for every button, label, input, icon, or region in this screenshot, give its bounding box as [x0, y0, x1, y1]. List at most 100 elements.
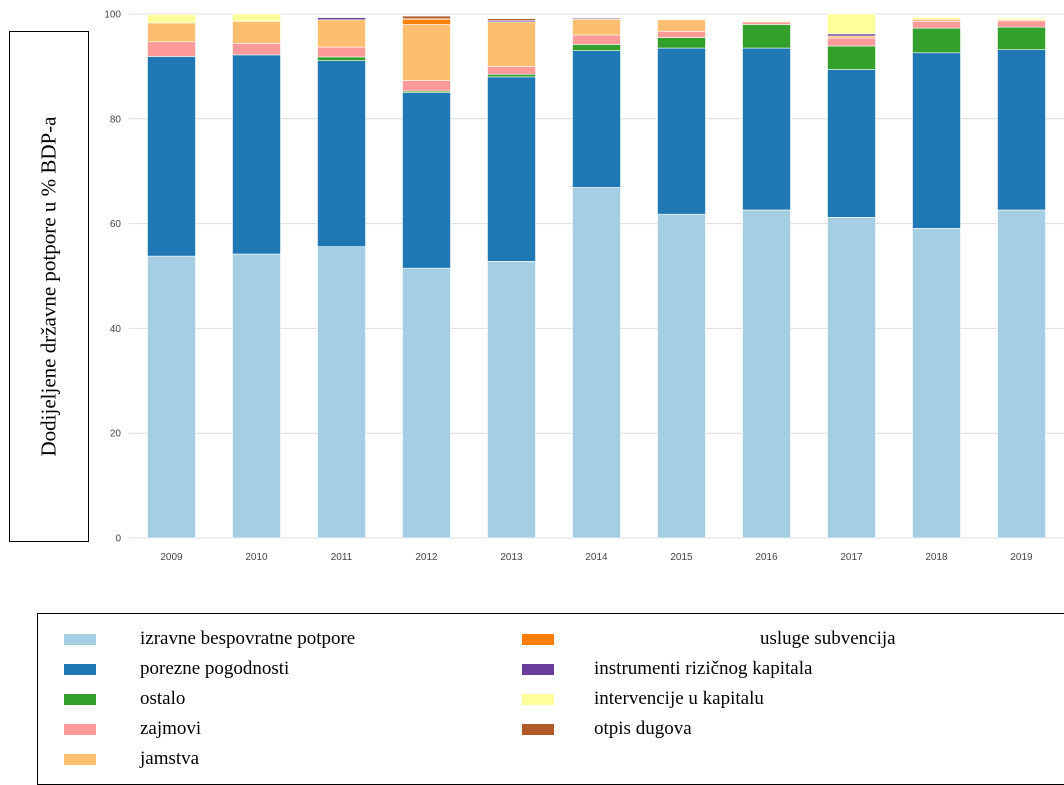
bar-segment [827, 35, 876, 39]
legend-item: porezne pogodnosti [64, 657, 289, 681]
y-axis-label: Dodijeljene državne potpore u % BDP-a [36, 116, 61, 457]
stacked-bar-chart: 0 20 40 60 80 100 2009 2010 2011 2012 2013 2014 2015… [104, 10, 1064, 563]
bar-segment [912, 18, 961, 22]
y-axis-label-box: Dodijeljene državne potpore u % BDP-a [9, 31, 89, 542]
legend-label: otpis dugova [594, 718, 692, 739]
bar-segment [742, 24, 791, 49]
bar-segment [657, 30, 706, 38]
legend-item: ostalo [64, 687, 185, 711]
legend-swatch [64, 633, 96, 645]
legend-label: ostalo [140, 688, 186, 709]
bar-segment [572, 18, 621, 36]
bar-segment [402, 80, 451, 92]
bar-segment [402, 92, 451, 269]
bar-segment [487, 18, 536, 21]
bar-segment [147, 14, 196, 24]
x-tick-label: 2013 [500, 552, 523, 563]
x-tick-label: 2015 [670, 552, 693, 563]
bar-segment [317, 246, 366, 539]
bar-segment [147, 22, 196, 43]
legend-swatch [64, 693, 96, 705]
bar-segment [147, 41, 196, 57]
bar-segment [827, 33, 876, 37]
legend-label: jamstva [140, 748, 200, 769]
bar-segment [232, 54, 281, 255]
legend-swatch [522, 633, 554, 645]
bar-segment [402, 267, 451, 539]
bar-segment [912, 16, 961, 20]
legend-item: instrumenti rizičnog kapitala [522, 657, 812, 681]
bar-segment [827, 45, 876, 70]
x-tick-label: 2010 [245, 552, 268, 563]
bar-segment [912, 21, 961, 29]
bar-segment [572, 187, 621, 539]
x-tick-label: 2017 [840, 552, 863, 563]
bar-segment [997, 20, 1046, 28]
bar-segment [912, 27, 961, 54]
x-tick-label: 2011 [331, 552, 353, 563]
legend-item: jamstva [64, 747, 199, 771]
bar-segment [232, 253, 281, 539]
legend-swatch [64, 723, 96, 735]
bar-segment [572, 34, 621, 45]
legend-label: instrumenti rizičnog kapitala [594, 658, 813, 679]
bar-segment [402, 15, 451, 20]
x-tick-label: 2019 [1010, 552, 1033, 563]
legend-item: otpis dugova [522, 717, 692, 741]
bar-segment [657, 213, 706, 539]
y-tick-label: 20 [110, 429, 122, 440]
bar-segment [317, 17, 366, 21]
bar-segment [827, 37, 876, 47]
x-tick-label: 2009 [160, 552, 183, 563]
bar-segment [912, 52, 961, 229]
legend-swatch [522, 663, 554, 675]
legend-label: porezne pogodnosti [140, 658, 290, 679]
legend-label: zajmovi [140, 718, 202, 739]
legend-label: usluge subvencija [760, 628, 896, 649]
bar-segment [317, 19, 366, 48]
bar-segment [402, 24, 451, 81]
legend-swatch [64, 753, 96, 765]
bar-segment [742, 209, 791, 539]
legend-item: intervencije u kapitalu [522, 687, 764, 711]
y-tick-label: 60 [110, 219, 122, 230]
bar-segment [997, 209, 1046, 539]
bar-segment [232, 43, 281, 56]
bar-segment [487, 21, 536, 67]
bar-segment [742, 19, 791, 22]
bar-segment [402, 18, 451, 25]
bar-segment [317, 56, 366, 61]
legend: izravne bespovratne potpore porezne pogo… [37, 613, 1064, 785]
y-tick-label: 100 [104, 10, 121, 21]
bar-segment [997, 17, 1046, 21]
x-tick-label: 2014 [585, 552, 608, 563]
bar-segment [487, 73, 536, 78]
bar-segment [487, 66, 536, 75]
bar-segment [487, 261, 536, 539]
legend-item: zajmovi [64, 717, 201, 741]
bar-segment [657, 37, 706, 49]
legend-item: usluge subvencija [522, 627, 896, 651]
bar-segment [317, 46, 366, 58]
bar-segment [827, 69, 876, 218]
x-tick-label: 2016 [755, 552, 778, 563]
legend-swatch [522, 723, 554, 735]
bar-segment [232, 13, 281, 22]
y-tick-label: 80 [110, 114, 122, 125]
x-tick-label: 2012 [415, 552, 438, 563]
bar-segment [232, 21, 281, 44]
y-tick-label: 40 [110, 324, 122, 335]
bar-segment [997, 49, 1046, 211]
bar-segment [572, 50, 621, 188]
legend-swatch [522, 693, 554, 705]
bar-segment [742, 21, 791, 25]
bar-segment [657, 19, 706, 32]
bar-segment [317, 60, 366, 247]
bar-segment [827, 217, 876, 539]
bar-segment [657, 47, 706, 215]
bar-segment [657, 17, 706, 20]
bar-segment [572, 44, 621, 51]
bar-segment [147, 255, 196, 539]
bar-segment [572, 17, 621, 20]
legend-item: izravne bespovratne potpore [64, 627, 355, 651]
